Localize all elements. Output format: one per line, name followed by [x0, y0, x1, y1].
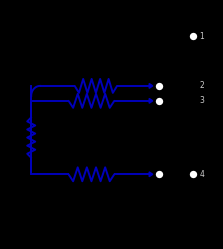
Polygon shape — [149, 98, 153, 103]
Text: 1: 1 — [200, 32, 204, 41]
Point — [158, 172, 161, 176]
Polygon shape — [149, 83, 153, 88]
Point — [191, 172, 195, 176]
Point — [158, 99, 161, 103]
Text: 4: 4 — [200, 170, 204, 179]
Point — [191, 34, 195, 38]
Text: 2: 2 — [200, 81, 204, 90]
Polygon shape — [149, 172, 153, 177]
Text: 3: 3 — [200, 96, 204, 105]
Point — [158, 84, 161, 88]
